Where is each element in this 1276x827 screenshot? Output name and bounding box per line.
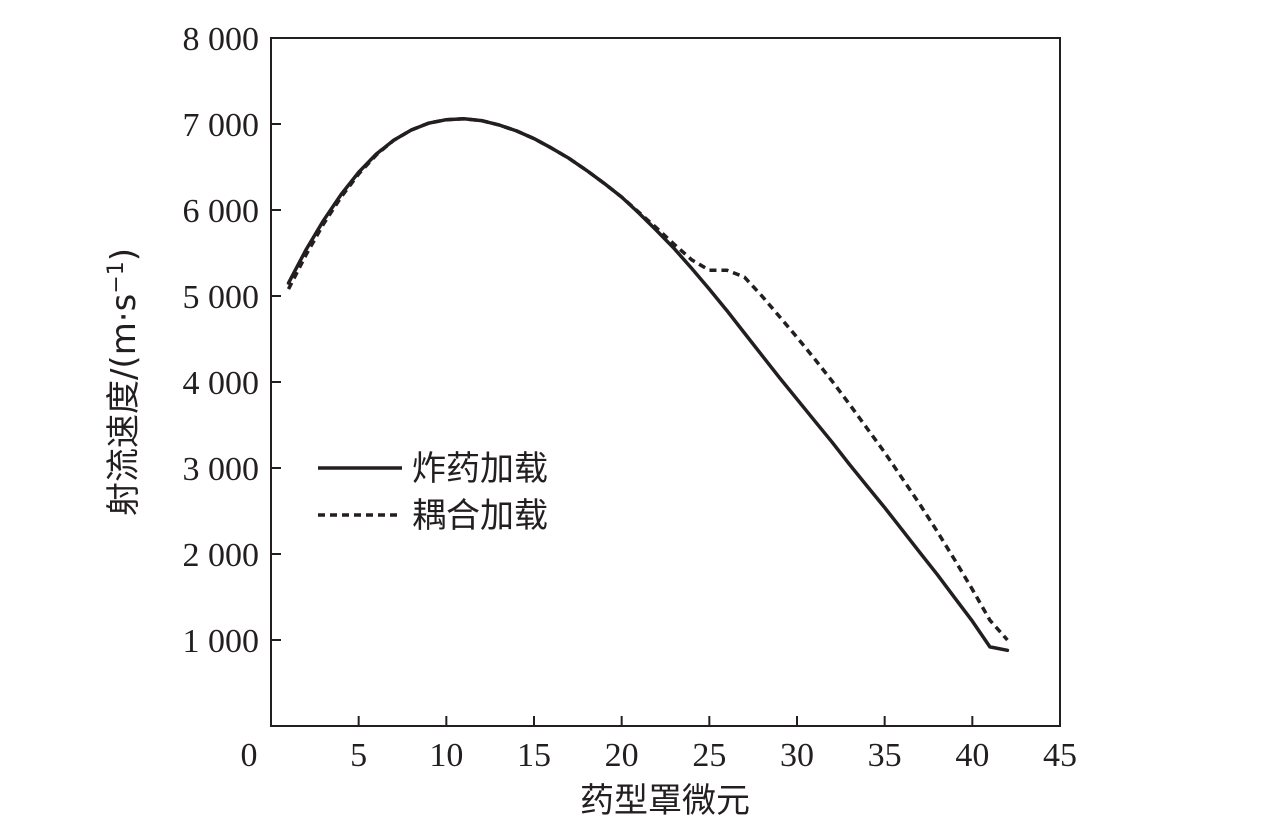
plot-area-frame	[270, 37, 1061, 727]
x-tick-label: 0	[241, 737, 258, 774]
series-line-solid	[286, 117, 1010, 653]
x-tick-label: 5	[350, 737, 367, 774]
y-tick-label: 6 000	[183, 193, 260, 230]
y-axis-ticks: 1 000 2 000 3 000 4 000 5 000 6 000 7 000 8 000	[183, 21, 281, 660]
x-tick-label: 25	[692, 737, 726, 774]
y-tick-label: 2 000	[183, 537, 260, 574]
x-tick-label: 20	[605, 737, 639, 774]
series-layer	[286, 117, 1010, 653]
x-tick-label: 30	[780, 737, 814, 774]
x-tick-label: 45	[1043, 737, 1077, 774]
legend-label-dashed: 耦合加载	[412, 496, 548, 536]
legend: 炸药加载 耦合加载	[318, 449, 548, 536]
x-axis-ticks: 0 5 10 15 20 25 30 35 40 45	[241, 716, 1077, 774]
y-tick-label: 5 000	[183, 279, 260, 316]
y-axis-label-superscript: −1	[104, 261, 129, 293]
y-tick-label: 8 000	[183, 21, 260, 58]
y-axis-label: 射流速度/(m·s−1)	[104, 248, 144, 516]
y-tick-label: 4 000	[183, 365, 260, 402]
y-tick-label: 1 000	[183, 623, 260, 660]
legend-label-solid: 炸药加载	[412, 449, 548, 489]
x-tick-label: 15	[517, 737, 551, 774]
y-axis-label-close: )	[104, 248, 144, 261]
x-axis-label: 药型罩微元	[580, 781, 750, 821]
x-tick-label: 35	[868, 737, 902, 774]
series-line-dashed	[286, 117, 1009, 642]
x-tick-label: 10	[429, 737, 463, 774]
y-axis-label-text: 射流速度/(m·s	[104, 294, 144, 516]
y-tick-label: 3 000	[183, 451, 260, 488]
y-tick-label: 7 000	[183, 107, 260, 144]
x-tick-label: 40	[955, 737, 989, 774]
